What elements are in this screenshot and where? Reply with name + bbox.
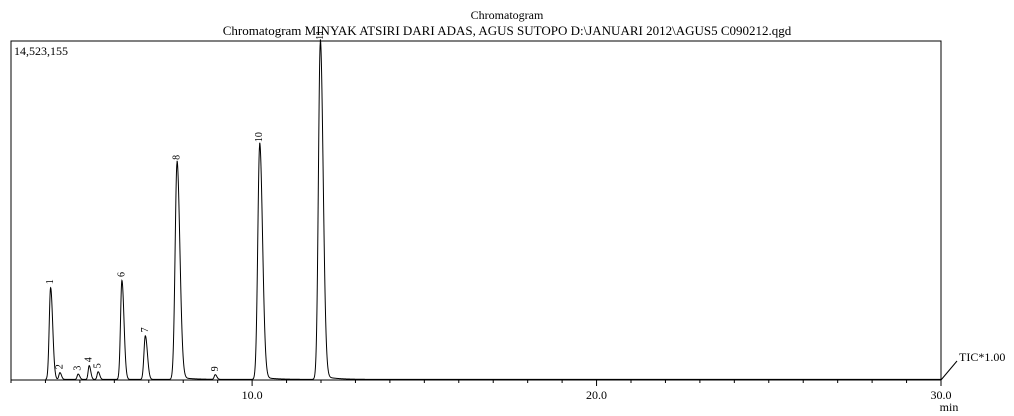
peak-label: 10 xyxy=(254,132,265,142)
chart-subtitle: Chromatogram MINYAK ATSIRI DARI ADAS, AG… xyxy=(223,23,792,38)
x-tick-label: 10.0 xyxy=(242,388,263,402)
series-label: TIC*1.00 xyxy=(959,350,1005,364)
chart-title: Chromatogram xyxy=(471,8,544,22)
peak-label: 7 xyxy=(140,327,151,332)
peak-label: 4 xyxy=(84,357,95,362)
x-axis-unit: min xyxy=(940,400,959,414)
peak-label: 3 xyxy=(73,366,84,371)
peak-label: 2 xyxy=(54,364,65,369)
peak-label: 6 xyxy=(116,272,127,277)
x-tick-label: 30.0 xyxy=(931,388,952,402)
tic-trace xyxy=(45,39,941,380)
peak-labels: 1 2 345 6 7 8 9 10 11 xyxy=(45,30,326,371)
series-label-leader xyxy=(940,360,958,381)
x-axis: 10.0 20.0 30.0 xyxy=(10,380,952,402)
peak-label: 11 xyxy=(315,30,326,40)
peak-label: 9 xyxy=(210,366,221,371)
y-max-label: 14,523,155 xyxy=(14,44,68,58)
peak-label: 5 xyxy=(93,363,104,368)
plot-frame xyxy=(10,40,942,381)
peak-label: 8 xyxy=(172,155,183,160)
peak-label: 1 xyxy=(45,279,56,284)
x-tick-label: 20.0 xyxy=(586,388,607,402)
